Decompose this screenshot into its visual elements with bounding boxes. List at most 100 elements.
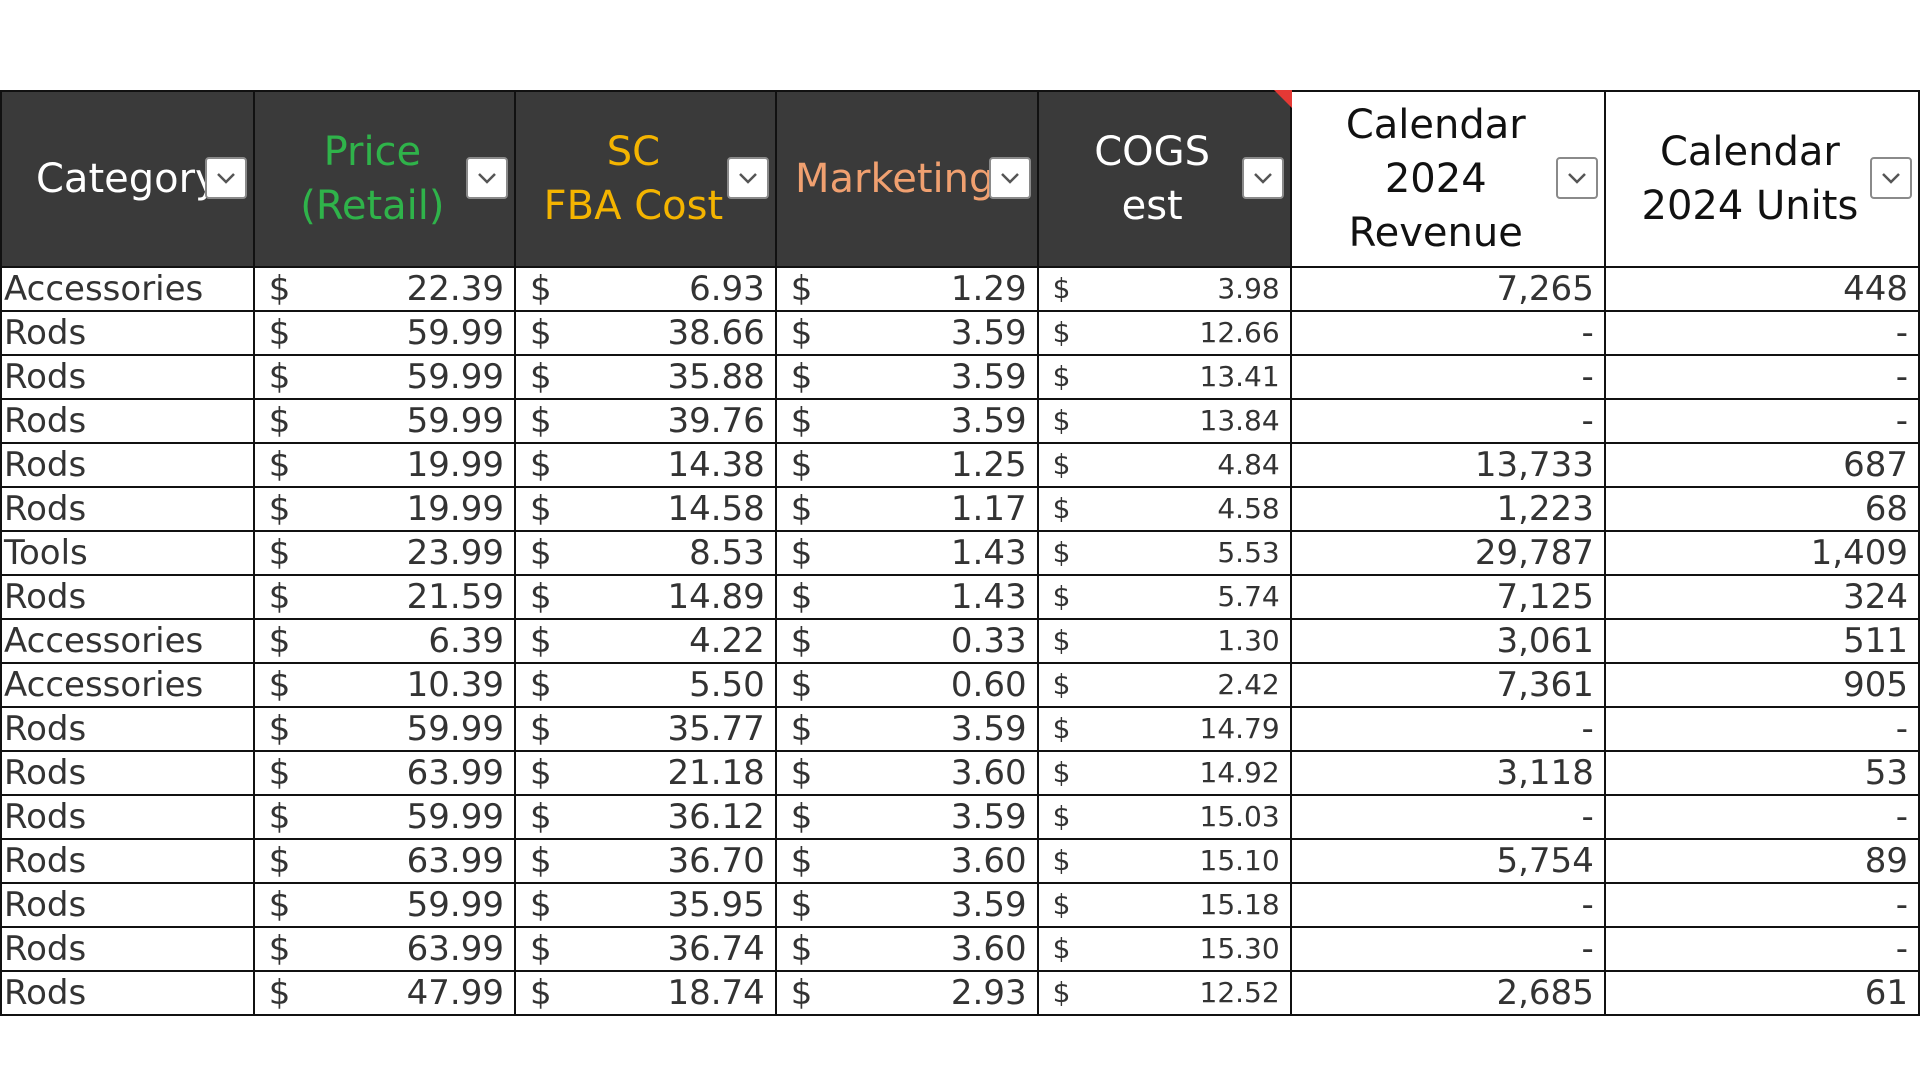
cell-fba-cost[interactable]: $14.38 xyxy=(514,442,777,488)
cell-marketing[interactable]: $0.33 xyxy=(774,618,1039,664)
cell-category[interactable]: Rods xyxy=(0,354,255,400)
cell-category[interactable]: Rods xyxy=(0,794,255,840)
cell-revenue[interactable]: 13,733 xyxy=(1289,442,1606,488)
cell-cogs[interactable]: $15.10 xyxy=(1036,838,1292,884)
cell-units[interactable]: - xyxy=(1603,706,1920,752)
cell-category[interactable]: Accessories xyxy=(0,618,255,664)
cell-units[interactable]: 511 xyxy=(1603,618,1920,664)
cell-units[interactable]: - xyxy=(1603,310,1920,356)
cell-price[interactable]: $63.99 xyxy=(252,750,517,796)
cell-price[interactable]: $21.59 xyxy=(252,574,517,620)
filter-button-fba-cost[interactable] xyxy=(726,157,769,199)
cell-fba-cost[interactable]: $35.95 xyxy=(514,882,777,928)
cell-units[interactable]: 1,409 xyxy=(1603,530,1920,576)
cell-cogs[interactable]: $3.98 xyxy=(1036,266,1292,312)
cell-marketing[interactable]: $1.43 xyxy=(774,530,1039,576)
header-price-retail[interactable]: Price (Retail) xyxy=(252,90,517,268)
header-calendar-2024-revenue[interactable]: Calendar 2024 Revenue xyxy=(1289,90,1606,268)
cell-fba-cost[interactable]: $35.88 xyxy=(514,354,777,400)
cell-price[interactable]: $63.99 xyxy=(252,838,517,884)
cell-revenue[interactable]: - xyxy=(1289,310,1606,356)
cell-revenue[interactable]: - xyxy=(1289,354,1606,400)
cell-fba-cost[interactable]: $8.53 xyxy=(514,530,777,576)
cell-marketing[interactable]: $3.59 xyxy=(774,882,1039,928)
cell-cogs[interactable]: $2.42 xyxy=(1036,662,1292,708)
cell-category[interactable]: Tools xyxy=(0,530,255,576)
cell-units[interactable]: - xyxy=(1603,398,1920,444)
header-calendar-2024-units[interactable]: Calendar 2024 Units xyxy=(1603,90,1920,268)
cell-category[interactable]: Rods xyxy=(0,398,255,444)
cell-units[interactable]: 89 xyxy=(1603,838,1920,884)
cell-revenue[interactable]: 3,118 xyxy=(1289,750,1606,796)
cell-marketing[interactable]: $1.29 xyxy=(774,266,1039,312)
cell-revenue[interactable]: - xyxy=(1289,926,1606,972)
cell-units[interactable]: 687 xyxy=(1603,442,1920,488)
cell-price[interactable]: $59.99 xyxy=(252,354,517,400)
cell-cogs[interactable]: $4.58 xyxy=(1036,486,1292,532)
cell-cogs[interactable]: $5.74 xyxy=(1036,574,1292,620)
cell-fba-cost[interactable]: $4.22 xyxy=(514,618,777,664)
cell-marketing[interactable]: $3.59 xyxy=(774,794,1039,840)
cell-cogs[interactable]: $12.52 xyxy=(1036,970,1292,1016)
cell-marketing[interactable]: $3.59 xyxy=(774,398,1039,444)
cell-price[interactable]: $59.99 xyxy=(252,310,517,356)
cell-revenue[interactable]: - xyxy=(1289,882,1606,928)
cell-cogs[interactable]: $15.18 xyxy=(1036,882,1292,928)
cell-category[interactable]: Rods xyxy=(0,486,255,532)
cell-cogs[interactable]: $13.84 xyxy=(1036,398,1292,444)
cell-price[interactable]: $59.99 xyxy=(252,794,517,840)
cell-units[interactable]: - xyxy=(1603,926,1920,972)
cell-fba-cost[interactable]: $36.74 xyxy=(514,926,777,972)
filter-button-price[interactable] xyxy=(466,157,509,199)
cell-revenue[interactable]: 7,361 xyxy=(1289,662,1606,708)
cell-cogs[interactable]: $1.30 xyxy=(1036,618,1292,664)
cell-units[interactable]: 68 xyxy=(1603,486,1920,532)
cell-category[interactable]: Accessories xyxy=(0,662,255,708)
cell-units[interactable]: 905 xyxy=(1603,662,1920,708)
cell-marketing[interactable]: $3.60 xyxy=(774,750,1039,796)
cell-cogs[interactable]: $14.92 xyxy=(1036,750,1292,796)
cell-price[interactable]: $59.99 xyxy=(252,882,517,928)
cell-category[interactable]: Rods xyxy=(0,970,255,1016)
cell-fba-cost[interactable]: $36.12 xyxy=(514,794,777,840)
cell-marketing[interactable]: $3.60 xyxy=(774,838,1039,884)
cell-category[interactable]: Rods xyxy=(0,442,255,488)
cell-revenue[interactable]: 7,125 xyxy=(1289,574,1606,620)
cell-marketing[interactable]: $3.60 xyxy=(774,926,1039,972)
cell-units[interactable]: 61 xyxy=(1603,970,1920,1016)
cell-fba-cost[interactable]: $39.76 xyxy=(514,398,777,444)
cell-revenue[interactable]: 2,685 xyxy=(1289,970,1606,1016)
cell-price[interactable]: $19.99 xyxy=(252,486,517,532)
filter-button-cogs[interactable] xyxy=(1241,157,1284,199)
cell-fba-cost[interactable]: $21.18 xyxy=(514,750,777,796)
cell-category[interactable]: Accessories xyxy=(0,266,255,312)
cell-price[interactable]: $59.99 xyxy=(252,398,517,444)
cell-fba-cost[interactable]: $5.50 xyxy=(514,662,777,708)
cell-cogs[interactable]: $14.79 xyxy=(1036,706,1292,752)
cell-price[interactable]: $23.99 xyxy=(252,530,517,576)
filter-button-revenue[interactable] xyxy=(1555,157,1598,199)
cell-cogs[interactable]: $15.30 xyxy=(1036,926,1292,972)
cell-category[interactable]: Rods xyxy=(0,838,255,884)
cell-price[interactable]: $22.39 xyxy=(252,266,517,312)
note-corner-icon[interactable] xyxy=(1273,90,1292,108)
cell-fba-cost[interactable]: $38.66 xyxy=(514,310,777,356)
cell-marketing[interactable]: $1.25 xyxy=(774,442,1039,488)
cell-category[interactable]: Rods xyxy=(0,926,255,972)
cell-revenue[interactable]: 7,265 xyxy=(1289,266,1606,312)
cell-marketing[interactable]: $1.17 xyxy=(774,486,1039,532)
cell-fba-cost[interactable]: $14.89 xyxy=(514,574,777,620)
cell-marketing[interactable]: $3.59 xyxy=(774,706,1039,752)
cell-cogs[interactable]: $15.03 xyxy=(1036,794,1292,840)
cell-price[interactable]: $19.99 xyxy=(252,442,517,488)
cell-category[interactable]: Rods xyxy=(0,706,255,752)
cell-units[interactable]: 324 xyxy=(1603,574,1920,620)
cell-marketing[interactable]: $3.59 xyxy=(774,310,1039,356)
cell-revenue[interactable]: - xyxy=(1289,398,1606,444)
cell-fba-cost[interactable]: $36.70 xyxy=(514,838,777,884)
header-category[interactable]: Category xyxy=(0,90,255,268)
cell-fba-cost[interactable]: $14.58 xyxy=(514,486,777,532)
cell-units[interactable]: - xyxy=(1603,794,1920,840)
cell-units[interactable]: - xyxy=(1603,882,1920,928)
cell-marketing[interactable]: $3.59 xyxy=(774,354,1039,400)
